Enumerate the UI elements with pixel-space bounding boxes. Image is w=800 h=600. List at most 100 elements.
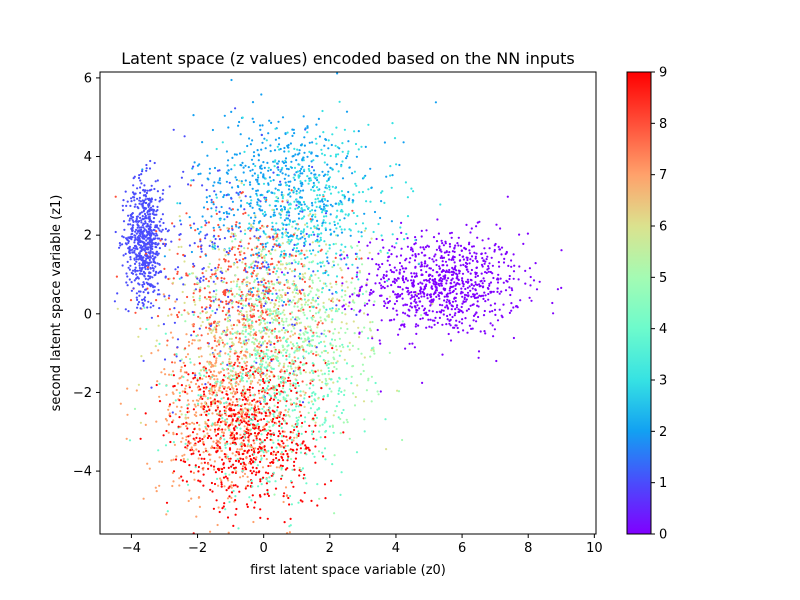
scatter-point: [249, 394, 252, 397]
scatter-point: [284, 486, 288, 489]
scatter-point: [238, 196, 241, 199]
scatter-point: [304, 240, 307, 243]
scatter-point: [325, 308, 328, 311]
scatter-point: [232, 524, 235, 528]
scatter-point: [508, 277, 511, 281]
scatter-point: [132, 220, 135, 223]
scatter-point: [210, 300, 213, 303]
scatter-point: [427, 279, 430, 282]
scatter-point: [351, 172, 354, 175]
scatter-point: [483, 309, 486, 313]
scatter-point: [274, 311, 277, 314]
scatter-point: [222, 434, 225, 437]
scatter-point: [323, 359, 326, 362]
scatter-point: [294, 227, 297, 230]
scatter-point: [230, 324, 233, 327]
scatter-point: [420, 263, 423, 266]
scatter-point: [351, 344, 354, 347]
scatter-point: [493, 302, 497, 305]
scatter-point: [300, 432, 303, 435]
scatter-point: [193, 363, 196, 366]
scatter-point: [238, 120, 241, 124]
scatter-point: [135, 232, 138, 235]
scatter-point: [290, 189, 293, 192]
scatter-point: [266, 492, 269, 495]
scatter-point: [281, 304, 284, 307]
scatter-point: [335, 234, 338, 237]
scatter-point: [125, 204, 128, 207]
scatter-point: [292, 464, 296, 467]
scatter-point: [321, 170, 324, 173]
scatter-point: [426, 293, 429, 296]
scatter-point: [214, 400, 217, 403]
scatter-point: [449, 318, 452, 321]
scatter-point: [281, 263, 284, 266]
scatter-point: [438, 267, 441, 270]
scatter-point: [139, 327, 142, 330]
scatter-point: [508, 286, 511, 289]
scatter-point: [410, 291, 413, 294]
scatter-point: [155, 232, 158, 235]
scatter-point: [369, 291, 372, 294]
scatter-point: [257, 204, 260, 207]
scatter-point: [290, 389, 293, 392]
scatter-point: [133, 205, 136, 208]
scatter-point: [286, 452, 289, 455]
scatter-point: [270, 358, 273, 361]
scatter-point: [315, 438, 318, 441]
scatter-point: [275, 232, 278, 235]
scatter-point: [333, 365, 336, 369]
scatter-point: [288, 373, 291, 376]
scatter-point: [239, 371, 242, 374]
scatter-point: [257, 366, 260, 369]
scatter-point: [400, 247, 403, 250]
scatter-point: [262, 225, 265, 228]
scatter-point: [269, 215, 272, 218]
scatter-point: [248, 496, 251, 499]
scatter-point: [302, 348, 305, 351]
scatter-point: [413, 291, 416, 294]
scatter-point: [406, 279, 409, 282]
scatter-point: [161, 198, 164, 201]
scatter-point: [277, 189, 280, 192]
scatter-point: [303, 397, 306, 400]
scatter-point: [231, 208, 234, 211]
scatter-point: [149, 223, 152, 226]
scatter-point: [184, 413, 187, 416]
scatter-point: [226, 328, 229, 331]
scatter-point: [182, 457, 185, 461]
scatter-point: [318, 244, 321, 247]
scatter-point: [282, 396, 285, 399]
scatter-point: [150, 302, 153, 305]
scatter-point: [253, 374, 256, 377]
scatter-point: [244, 164, 247, 167]
scatter-point: [529, 275, 532, 279]
scatter-point: [197, 315, 200, 318]
scatter-point: [276, 319, 279, 323]
scatter-point: [156, 293, 159, 296]
scatter-point: [199, 439, 202, 442]
scatter-point: [421, 282, 424, 285]
scatter-point: [506, 195, 509, 198]
scatter-point: [188, 216, 191, 219]
scatter-point: [200, 247, 203, 250]
scatter-point: [428, 281, 431, 284]
scatter-point: [264, 414, 267, 417]
scatter-point: [205, 428, 209, 431]
scatter-point: [298, 191, 301, 194]
scatter-point: [299, 451, 303, 454]
scatter-point: [209, 314, 212, 317]
scatter-point: [241, 376, 244, 379]
scatter-point: [462, 329, 465, 332]
scatter-point: [265, 478, 268, 481]
scatter-point: [448, 289, 451, 292]
scatter-point: [209, 397, 212, 400]
scatter-point: [465, 265, 468, 268]
scatter-point: [303, 276, 306, 279]
scatter-point: [293, 275, 296, 278]
scatter-point: [152, 232, 155, 235]
scatter-point: [402, 279, 405, 282]
scatter-point: [283, 219, 286, 222]
scatter-point: [281, 430, 284, 433]
scatter-point: [432, 260, 435, 263]
